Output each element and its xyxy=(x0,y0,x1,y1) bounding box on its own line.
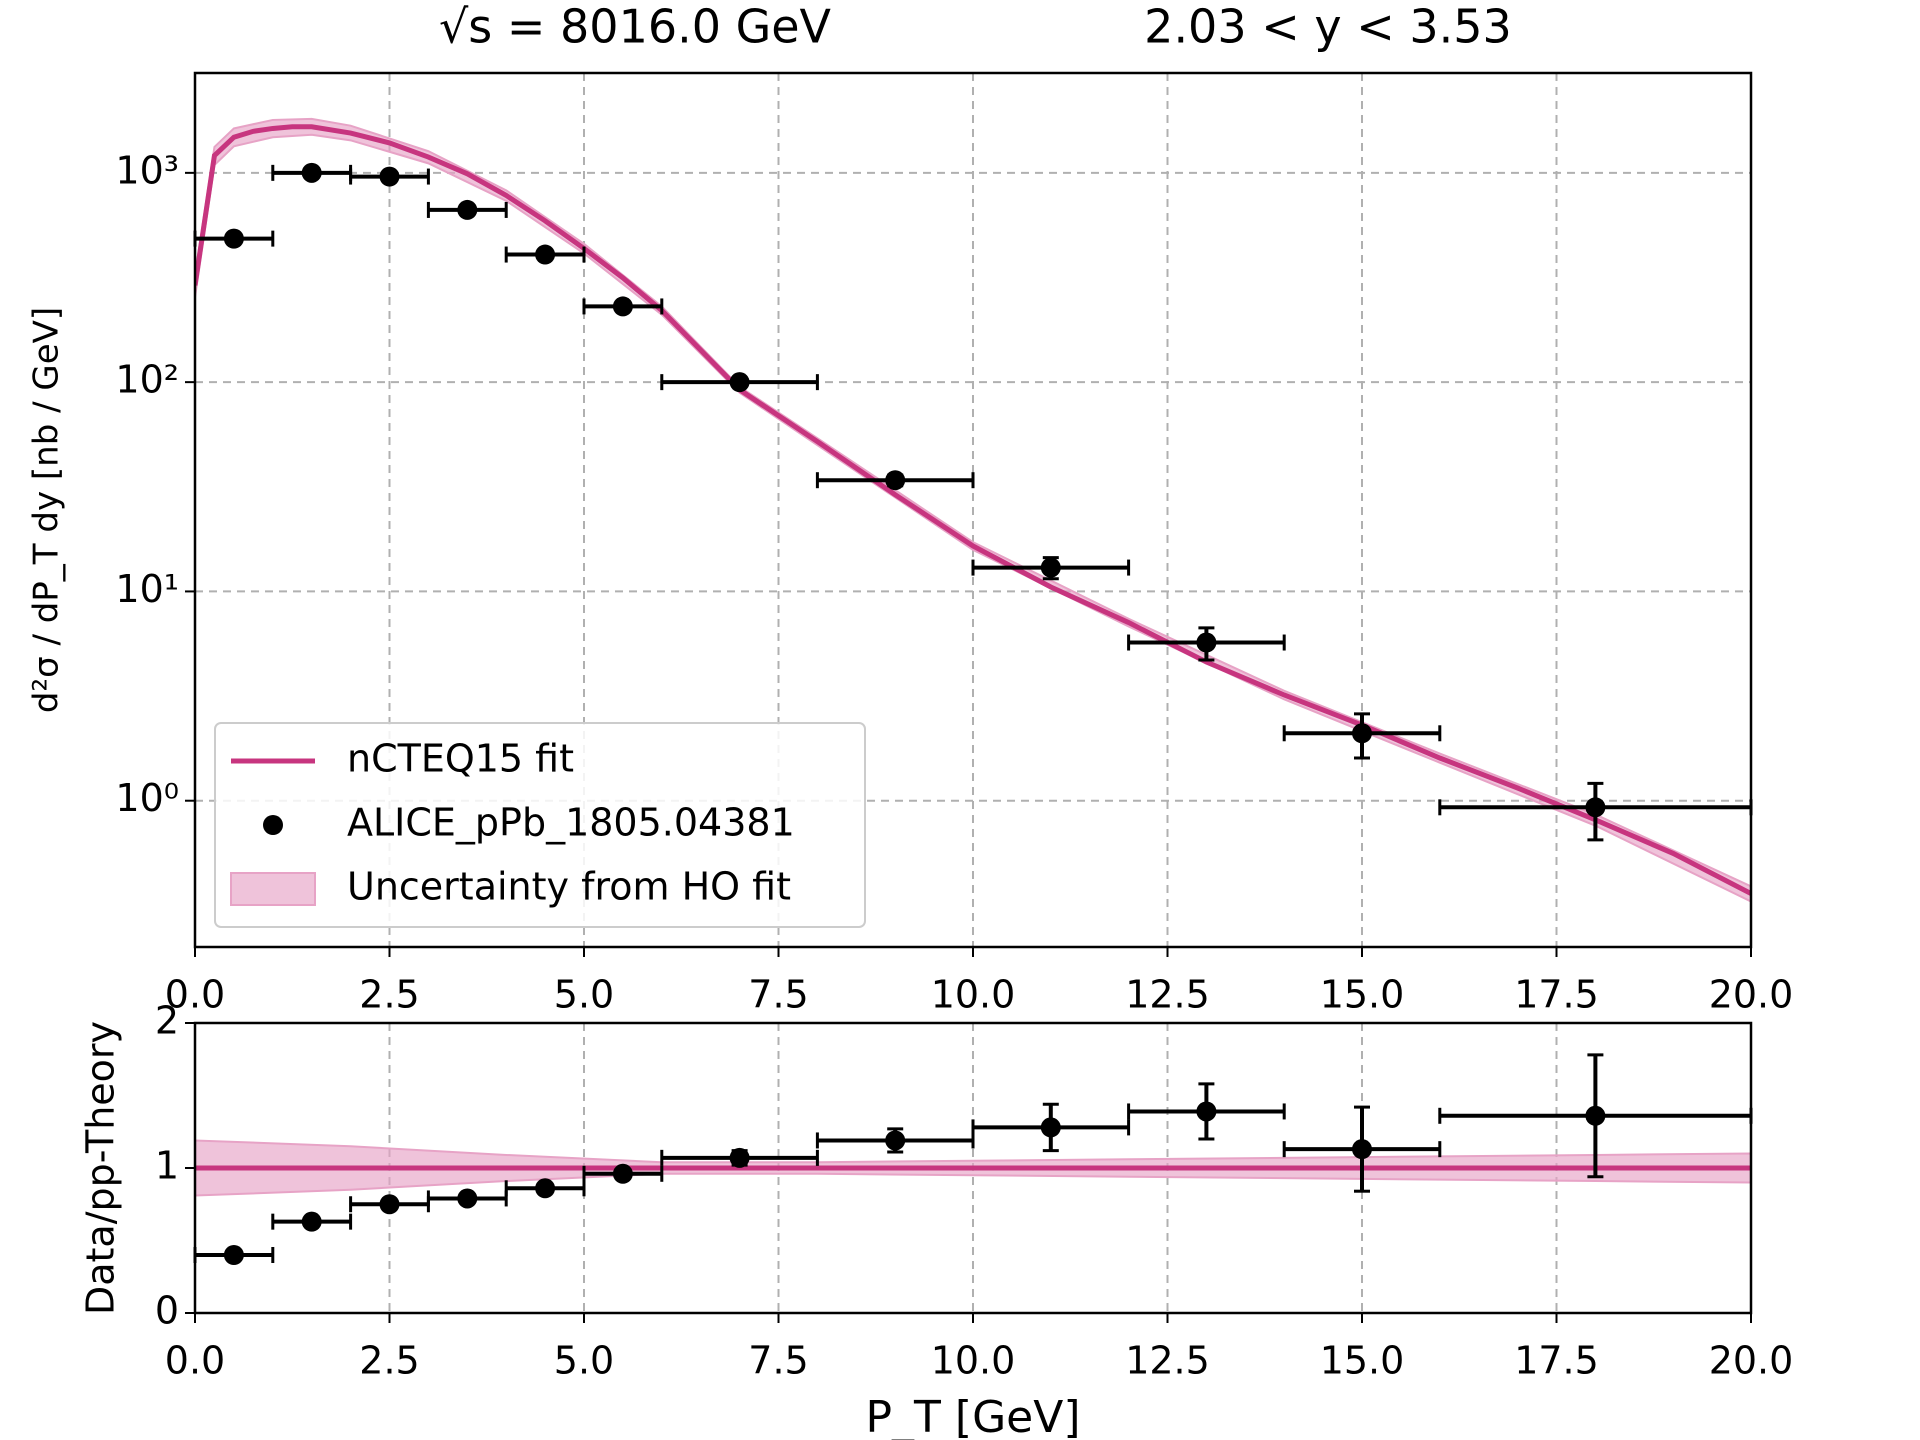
data-point xyxy=(457,199,478,220)
x-tick-label: 12.5 xyxy=(1125,1339,1210,1383)
data-point xyxy=(535,244,556,265)
data-point xyxy=(885,470,906,491)
chart-subtitle: 2.03 < y < 3.53 xyxy=(1144,0,1512,54)
x-tick-label: 5.0 xyxy=(554,973,614,1017)
x-tick-label: 17.5 xyxy=(1514,973,1599,1017)
x-tick-label: 10.0 xyxy=(931,973,1016,1017)
x-tick-label: 2.5 xyxy=(359,973,419,1017)
legend-label: nCTEQ15 fit xyxy=(347,737,574,781)
data-point xyxy=(612,296,633,317)
data-point xyxy=(1585,797,1606,818)
plot-frame xyxy=(193,71,1753,949)
x-tick-label: 17.5 xyxy=(1514,1339,1599,1383)
data-point xyxy=(535,1178,556,1199)
data-point xyxy=(1352,723,1372,744)
legend-label: Uncertainty from HO fit xyxy=(347,865,791,909)
data-point xyxy=(301,162,322,183)
chart-title: √s = 8016.0 GeV xyxy=(439,0,832,54)
x-tick-label: 7.5 xyxy=(748,1339,808,1383)
data-point xyxy=(223,1245,244,1265)
y-axis-label: d²σ / dP_T dy [nb / GeV] xyxy=(27,307,67,713)
x-tick-label: 7.5 xyxy=(748,973,808,1017)
legend-label: ALICE_pPb_1805.04381 xyxy=(347,801,795,845)
data-point xyxy=(223,228,244,249)
plot-area xyxy=(195,1139,1751,1197)
data-point xyxy=(885,1130,906,1151)
legend-swatch xyxy=(230,872,316,906)
data-point xyxy=(1352,1139,1372,1160)
data-point xyxy=(1196,632,1217,653)
plot-frame xyxy=(193,1021,1753,1315)
x-tick-label: 15.0 xyxy=(1320,1339,1405,1383)
x-tick-label: 20.0 xyxy=(1709,1339,1794,1383)
x-tick-label: 20.0 xyxy=(1709,973,1794,1017)
x-tick-label: 5.0 xyxy=(554,1339,614,1383)
y-tick-label: 10⁰ xyxy=(115,776,179,820)
y-tick-label: 10² xyxy=(115,358,179,402)
data-point xyxy=(301,1211,322,1232)
data-point xyxy=(1585,1105,1606,1126)
legend-swatch xyxy=(263,815,283,835)
data-point xyxy=(612,1163,633,1184)
x-axis-label: P_T [GeV] xyxy=(866,1392,1081,1440)
y-tick-label: 2 xyxy=(155,999,179,1043)
y-tick-label: 10³ xyxy=(115,148,179,192)
data-point xyxy=(379,1194,400,1215)
y-axis-label: Data/pp-Theory xyxy=(79,1021,123,1315)
data-point xyxy=(1196,1101,1217,1122)
y-tick-label: 0 xyxy=(155,1289,179,1333)
y-tick-label: 1 xyxy=(155,1144,179,1188)
data-point xyxy=(1040,557,1061,578)
x-tick-label: 0.0 xyxy=(165,1339,225,1383)
legend-box xyxy=(214,722,866,928)
data-point xyxy=(729,372,750,393)
x-tick-label: 0.0 xyxy=(165,973,225,1017)
x-tick-label: 15.0 xyxy=(1320,973,1405,1017)
data-point xyxy=(1040,1117,1061,1138)
x-tick-label: 2.5 xyxy=(359,1339,419,1383)
x-tick-label: 12.5 xyxy=(1125,973,1210,1017)
fit-line xyxy=(195,124,1751,896)
x-tick-label: 10.0 xyxy=(931,1339,1016,1383)
data-point xyxy=(457,1188,478,1209)
data-point xyxy=(729,1147,750,1168)
data-point xyxy=(379,166,400,187)
legend: nCTEQ15 fit ALICE_pPb_1805.04381 Uncertain… xyxy=(214,722,866,928)
y-tick-label: 10¹ xyxy=(115,567,179,611)
